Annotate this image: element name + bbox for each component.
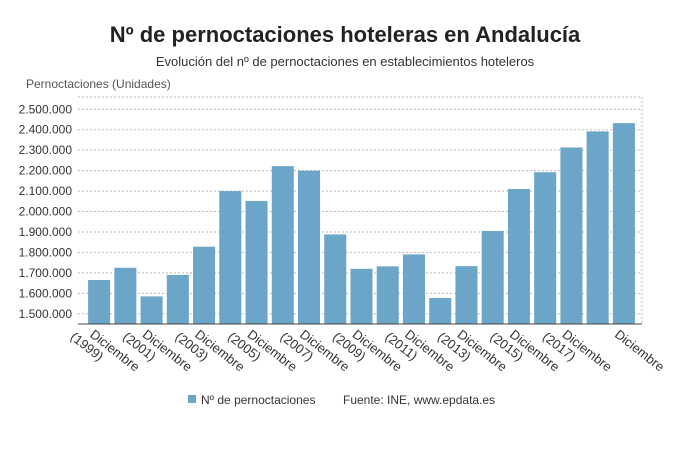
bar bbox=[534, 172, 557, 324]
bar bbox=[298, 170, 321, 324]
x-tick-label: Diciembre(2005) bbox=[225, 318, 300, 385]
chart-subtitle: Evolución del nº de pernoctaciones en es… bbox=[156, 54, 535, 69]
bar bbox=[507, 189, 530, 324]
x-tick-label: Diciembre(2013) bbox=[435, 318, 510, 385]
bar bbox=[324, 234, 347, 324]
bar bbox=[481, 230, 504, 324]
y-tick-label: 1.800.000 bbox=[19, 245, 73, 259]
x-tick-label: Diciembre bbox=[612, 327, 667, 375]
x-tick-label: Diciembre(2017) bbox=[540, 318, 615, 385]
bar bbox=[429, 298, 452, 324]
x-tick-label: Diciembre(2011) bbox=[382, 318, 457, 385]
bar bbox=[586, 131, 609, 324]
y-tick-label: 1.700.000 bbox=[19, 266, 73, 280]
bar bbox=[219, 191, 242, 324]
y-tick-label: 2.000.000 bbox=[19, 205, 73, 219]
y-tick-label: 1.600.000 bbox=[19, 286, 73, 300]
bar bbox=[402, 254, 425, 324]
y-tick-label: 1.500.000 bbox=[19, 307, 73, 321]
bar bbox=[560, 147, 583, 324]
bar bbox=[271, 166, 294, 324]
chart-title: Nº de pernoctaciones hoteleras en Andalu… bbox=[110, 22, 581, 47]
bar bbox=[455, 266, 478, 324]
y-tick-label: 2.500.000 bbox=[19, 102, 73, 116]
x-tick-label: Diciembre(2003) bbox=[173, 318, 248, 385]
x-tick-label: Diciembre(2007) bbox=[278, 318, 353, 385]
bar bbox=[114, 267, 137, 324]
bar bbox=[140, 296, 163, 324]
x-tick-label: Diciembre(2009) bbox=[330, 318, 405, 385]
legend-label: Nº de pernoctaciones bbox=[201, 393, 315, 407]
x-tick-label: Diciembre(1999) bbox=[68, 318, 143, 385]
y-tick-label: 2.300.000 bbox=[19, 143, 73, 157]
y-axis-label: Pernoctaciones (Unidades) bbox=[26, 77, 171, 91]
bar bbox=[193, 246, 216, 324]
x-tick-label: Diciembre(2015) bbox=[487, 318, 562, 385]
y-tick-label: 2.200.000 bbox=[19, 164, 73, 178]
source: Fuente: INE, www.epdata.es bbox=[343, 393, 495, 407]
y-tick-label: 1.900.000 bbox=[19, 225, 73, 239]
legend-swatch bbox=[188, 395, 196, 403]
bar bbox=[612, 123, 635, 324]
y-tick-label: 2.100.000 bbox=[19, 184, 73, 198]
bar bbox=[376, 266, 399, 324]
bar bbox=[88, 280, 111, 324]
y-tick-label: 2.400.000 bbox=[19, 123, 73, 137]
x-tick-label: Diciembre(2001) bbox=[120, 318, 195, 385]
bar bbox=[166, 274, 189, 324]
bar bbox=[350, 268, 373, 324]
bar bbox=[245, 200, 268, 324]
